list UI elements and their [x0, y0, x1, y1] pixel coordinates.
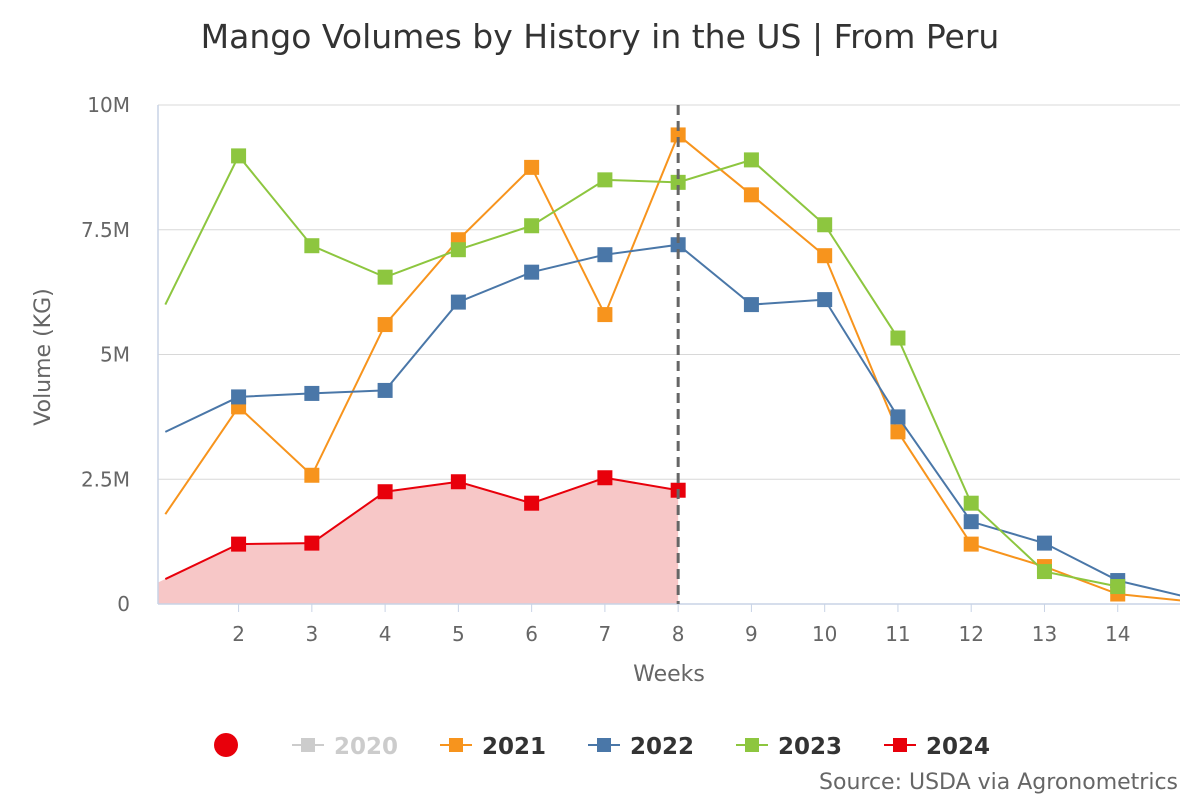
series-2022-point[interactable]: [377, 382, 393, 398]
series-2023-point[interactable]: [670, 174, 686, 190]
series-2023-point[interactable]: [890, 330, 906, 346]
series-2022-point[interactable]: [231, 389, 247, 405]
axes: 0 2.5M 5M 7.5M 10M 2 3 4 5 6 7 8 9 10 11 12 13 14: [81, 93, 1180, 646]
series-2022-point[interactable]: [304, 385, 320, 401]
series-2023-point[interactable]: [450, 242, 466, 258]
series-2024-point[interactable]: [231, 536, 247, 552]
series-2022-point[interactable]: [670, 237, 686, 253]
series-2023-point[interactable]: [377, 269, 393, 285]
x-tick-label: 5: [452, 622, 465, 646]
y-tick-label: 7.5M: [81, 218, 130, 242]
series-2023-point[interactable]: [963, 495, 979, 511]
series-2022-point[interactable]: [963, 514, 979, 530]
legend-marker-dot[interactable]: [214, 733, 238, 757]
series-2021-point[interactable]: [743, 187, 759, 203]
series-2023-point[interactable]: [524, 218, 540, 234]
series-2023-point[interactable]: [1036, 564, 1052, 580]
legend-item-2021[interactable]: 2021: [482, 734, 546, 760]
x-tick-label: 9: [745, 622, 758, 646]
series-2021-point[interactable]: [377, 317, 393, 333]
y-tick-label: 2.5M: [81, 467, 130, 491]
series-2022-point[interactable]: [743, 297, 759, 313]
plot-area: [158, 127, 1198, 609]
y-tick-label: 0: [117, 592, 130, 616]
legend-symbol-2022[interactable]: [597, 738, 611, 752]
x-tick-label: 10: [812, 622, 837, 646]
y-tick-label: 10M: [87, 93, 130, 117]
series-2023-point[interactable]: [304, 238, 320, 254]
series-2023-line: [164, 154, 1118, 588]
series-2022-point[interactable]: [1183, 591, 1198, 606]
series-2022-point[interactable]: [597, 247, 613, 263]
series-2021-point[interactable]: [1183, 594, 1198, 609]
series-2023-point[interactable]: [1110, 579, 1126, 595]
series-2022-point[interactable]: [890, 409, 906, 425]
series-2022-point[interactable]: [450, 294, 466, 310]
series-2021-point[interactable]: [304, 467, 320, 483]
series-2021-point[interactable]: [963, 536, 979, 552]
x-tick-label: 11: [885, 622, 910, 646]
source-note: Source: USDA via Agronometrics: [819, 770, 1178, 795]
series-2021-point[interactable]: [817, 248, 833, 264]
legend-item-2023[interactable]: 2023: [778, 734, 842, 760]
series-2024-area: [158, 477, 679, 604]
legend: 2020 2021 2022 2023 2024: [214, 733, 990, 760]
series-2022-point[interactable]: [817, 292, 833, 308]
series-2021-point[interactable]: [524, 159, 540, 175]
x-tick-label: 13: [1032, 622, 1057, 646]
series-2023-point[interactable]: [743, 152, 759, 168]
x-tick-label: 12: [958, 622, 983, 646]
series-2022-point[interactable]: [524, 264, 540, 280]
chart-title: Mango Volumes by History in the US | Fro…: [201, 17, 1000, 56]
series-2021-point[interactable]: [890, 424, 906, 440]
legend-item-2022[interactable]: 2022: [630, 734, 694, 760]
x-tick-label: 6: [525, 622, 538, 646]
series-2024-point[interactable]: [524, 495, 540, 511]
series-2024-point[interactable]: [377, 484, 393, 500]
series-2021-point[interactable]: [597, 307, 613, 323]
legend-symbol-2020[interactable]: [301, 738, 315, 752]
x-tick-label: 3: [305, 622, 318, 646]
series-2024-line: [164, 476, 679, 580]
legend-symbol-2021[interactable]: [449, 738, 463, 752]
series-2024-point[interactable]: [450, 474, 466, 490]
legend-symbol-2023[interactable]: [745, 738, 759, 752]
series-2024-point[interactable]: [304, 535, 320, 551]
x-tick-label: 7: [599, 622, 612, 646]
legend-item-2020[interactable]: 2020: [334, 734, 398, 760]
legend-symbol-2024[interactable]: [893, 738, 907, 752]
y-tick-label: 5M: [100, 343, 130, 367]
series-2021-point[interactable]: [670, 127, 686, 143]
x-axis-label: Weeks: [633, 662, 705, 687]
series-2022-point[interactable]: [1036, 535, 1052, 551]
x-tick-label: 8: [672, 622, 685, 646]
series-2024-point[interactable]: [597, 470, 613, 486]
series-2023-point[interactable]: [231, 148, 247, 164]
x-tick-label: 14: [1105, 622, 1130, 646]
series-2023-point[interactable]: [817, 217, 833, 233]
x-tick-label: 4: [379, 622, 392, 646]
x-tick-label: 2: [232, 622, 245, 646]
legend-item-2024[interactable]: 2024: [926, 734, 990, 760]
series-2023-point[interactable]: [597, 172, 613, 188]
y-axis-label: Volume (KG): [31, 288, 56, 425]
